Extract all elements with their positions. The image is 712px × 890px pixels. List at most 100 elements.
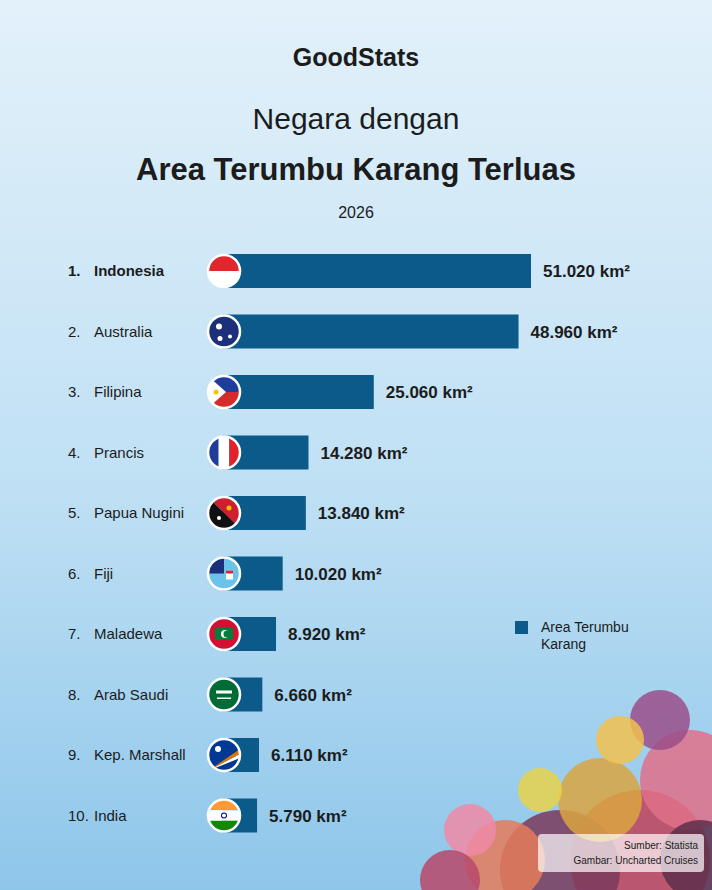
flag-part [226,571,233,580]
category-label: Maladewa [94,625,163,642]
flag-body [208,558,240,590]
flag-part [226,571,233,574]
category-label: Arab Saudi [94,686,168,703]
flag-part [208,497,240,529]
rank: 3. [68,383,81,400]
flag-icon [208,437,240,469]
source-text: Sumber: Statista [624,840,698,851]
flag-part [208,618,240,650]
flag-part [208,679,240,711]
flag-part [208,271,240,287]
flag-ring [208,800,240,832]
rank: 10. [68,807,89,824]
category-label: Indonesia [94,262,165,279]
flag-part [208,497,240,529]
flag-part [217,516,221,520]
flag-part [208,739,240,771]
rank: 5. [68,504,81,521]
flag-part [228,335,232,339]
data-label: 6.110 km² [271,746,348,765]
coral-blob [518,768,562,812]
category-label: Papua Nugini [94,504,184,521]
rank: 9. [68,746,81,763]
flag-ring [208,558,240,590]
legend-label: Area TerumbuKarang [541,619,629,652]
flag-body [208,376,240,408]
flag-body [208,437,240,469]
source: Sumber: StatistaGambar: Uncharted Cruise… [538,834,704,872]
data-label: 13.840 km² [318,504,405,523]
category-label: Filipina [94,383,142,400]
flag-icon [208,316,240,348]
flag-ring [208,316,240,348]
background [0,0,712,890]
category-label: Kep. Marshall [94,746,186,763]
flag-body [208,316,240,348]
flag-part [222,814,226,818]
coral-blob [444,804,496,856]
flags [208,255,240,832]
rank: 8. [68,686,81,703]
flag-ring [208,679,240,711]
bar [222,254,531,288]
chart-root: GoodStats Negara dengan Area Terumbu Karan… [0,0,712,890]
data-label: 5.790 km² [269,807,347,826]
flag-icon [208,558,240,590]
data-label: 48.960 km² [531,323,618,342]
title-line: Negara dengan [253,102,460,135]
flag-ring [208,618,240,650]
flag-body [208,739,240,771]
flag-part [219,437,230,469]
flag-ring [208,497,240,529]
rank: 1. [68,262,81,279]
flag-ring [208,437,240,469]
flag-part [217,698,231,700]
category-label: Fiji [94,565,113,582]
flag-part [221,813,227,819]
flag-icon [208,739,240,771]
coral-decoration [420,690,712,890]
coral-blob [420,850,480,890]
flag-body [208,618,240,650]
legend-line: Karang [541,636,586,652]
flag-part [208,255,240,271]
source-backdrop [538,834,704,872]
flag-part [218,336,223,341]
legend-line: Area Terumbu [541,619,629,635]
coral-blob [596,716,644,764]
flag-part [216,324,222,330]
flag-part [214,390,219,395]
flag-icon [208,679,240,711]
data-label: 14.280 km² [320,444,407,463]
flag-icon [208,255,240,287]
flag-body [208,679,240,711]
data-label: 8.920 km² [288,625,366,644]
flag-part [208,376,226,408]
flag-part [208,754,240,771]
bar [222,375,374,409]
data-label: 6.660 km² [274,686,352,705]
flag-icon [208,497,240,529]
flag-part [216,691,232,694]
subtitle: 2026 [338,204,374,221]
flag-ring [208,739,240,771]
category-label: Australia [94,323,153,340]
flag-body [208,255,240,287]
bars [222,254,531,833]
flag-icon [208,800,240,832]
brand: GoodStats [293,43,419,71]
flag-part [208,558,240,590]
rank: 6. [68,565,81,582]
flag-part [215,746,221,752]
category-label: Prancis [94,444,144,461]
legend-swatch [515,621,528,634]
rank: 4. [68,444,81,461]
flag-ring [208,255,240,287]
flag-part [227,506,232,511]
flag-part [208,316,240,348]
flag-body [208,497,240,529]
flag-icon [208,376,240,408]
bar [222,315,519,349]
coral-blob [558,758,642,842]
flag-part [208,810,240,821]
